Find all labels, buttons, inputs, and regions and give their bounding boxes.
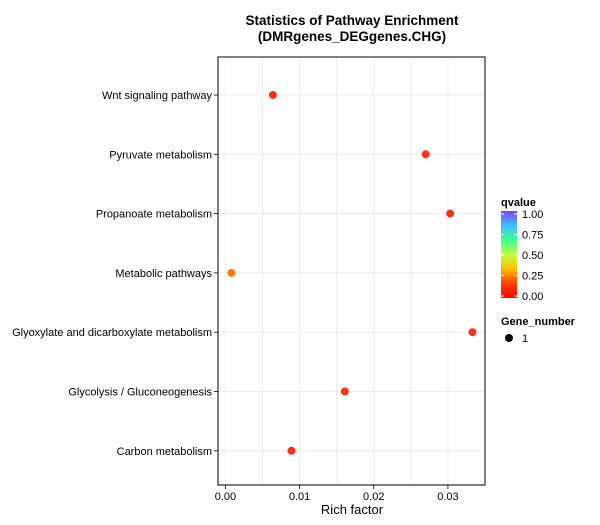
data-point: [227, 268, 236, 277]
colorbar-tick-label: 0.50: [522, 250, 543, 262]
y-tick-label: Metabolic pathways: [115, 268, 212, 280]
data-point: [287, 446, 296, 455]
legend-gene-number-keys: 1: [505, 333, 528, 345]
colorbar-tick-label: 0.75: [522, 230, 543, 242]
y-tick-label: Wnt signaling pathway: [102, 90, 213, 102]
legend-size-label: 1: [522, 333, 528, 345]
legend: qvalue 1.000.750.500.250.00 Gene_number …: [501, 197, 576, 345]
data-point: [421, 150, 430, 159]
legend-gene-number-title: Gene_number: [501, 316, 576, 328]
colorbar-tick-label: 1.00: [522, 209, 543, 221]
y-tick-label: Glycolysis / Gluconeogenesis: [68, 387, 212, 399]
x-tick-label: 0.01: [289, 491, 310, 503]
colorbar-tick-label: 0.25: [522, 271, 543, 283]
legend-colorbar: [501, 211, 517, 298]
y-tick-label: Pyruvate metabolism: [109, 149, 212, 161]
data-point: [268, 91, 277, 99]
plot-frame: [217, 56, 486, 486]
legend-qvalue-title: qvalue: [501, 197, 536, 209]
x-tick-label: 0.02: [363, 491, 384, 503]
chart-title: Statistics of Pathway Enrichment: [245, 13, 459, 28]
grid: [218, 57, 485, 485]
x-axis: 0.00 0.01 0.02 0.03: [215, 485, 459, 503]
chart-subtitle: (DMRgenes_DEGgenes.CHG): [258, 29, 446, 44]
y-tick-label: Propanoate metabolism: [96, 209, 212, 221]
data-point: [340, 387, 349, 396]
legend-colorbar-ticks: 1.00 0.75 0.50 0.25 0.00: [501, 209, 543, 303]
colorbar-tick-label: 0.00: [522, 291, 543, 303]
x-tick-label: 0.03: [437, 491, 458, 503]
y-tick-label: Glyoxylate and dicarboxylate metabolism: [12, 327, 212, 339]
category-axis: Wnt signaling pathway Pyruvate metabolism…: [12, 90, 218, 458]
y-tick-label: Carbon metabolism: [117, 446, 212, 458]
data-points: [227, 91, 477, 455]
legend-size-key: [505, 334, 513, 342]
data-point: [468, 328, 477, 337]
data-point: [446, 209, 455, 218]
x-tick-label: 0.00: [215, 491, 236, 503]
x-axis-label: Rich factor: [321, 502, 384, 517]
